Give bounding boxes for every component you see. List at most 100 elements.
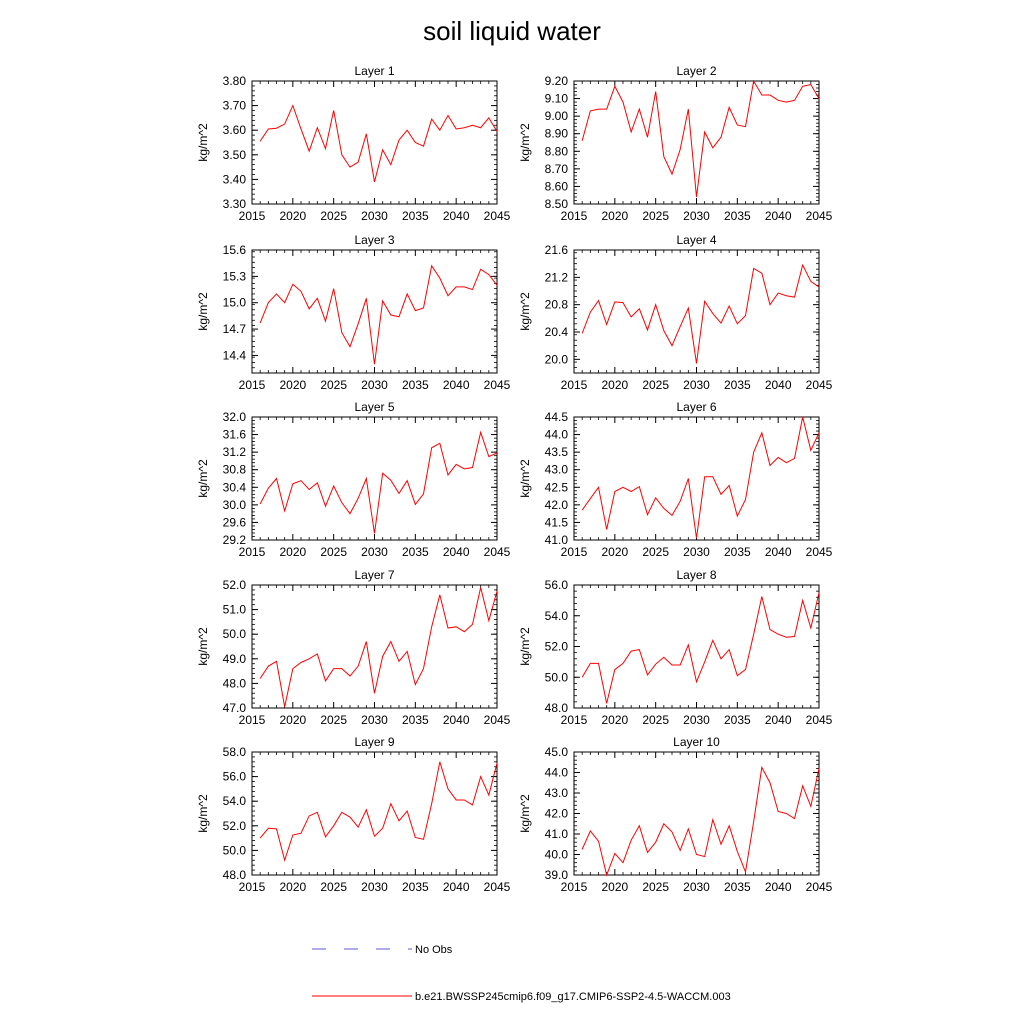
y-tick-label: 15.3: [223, 269, 247, 283]
y-tick-label: 49.0: [223, 652, 247, 666]
x-tick-label: 2040: [765, 545, 792, 559]
x-tick-label: 2020: [601, 880, 628, 894]
legend-no-obs-label: No Obs: [415, 944, 453, 956]
x-tick-label: 2030: [683, 713, 710, 727]
x-tick-label: 2040: [765, 378, 792, 392]
series-line-layer-6: [581, 416, 820, 539]
x-tick-label: 2045: [484, 713, 511, 727]
y-tick-label: 9.10: [545, 92, 569, 106]
y-tick-label: 8.50: [545, 197, 569, 211]
y-tick-label: 3.30: [223, 197, 247, 211]
y-tick-label: 41.0: [545, 533, 569, 547]
x-tick-label: 2035: [402, 880, 429, 894]
x-tick-label: 2035: [724, 880, 751, 894]
y-tick-label: 30.0: [223, 498, 247, 512]
y-tick-label: 41.5: [545, 515, 569, 529]
x-tick-label: 2045: [806, 880, 833, 894]
y-axis-label: kg/m^2: [196, 123, 210, 162]
y-tick-label: 21.6: [545, 243, 569, 257]
x-tick-label: 2035: [402, 545, 429, 559]
panel-layer-10: 2015 2020 2025 2030 2035 2040 2045 39.0 40.0 41.0…: [518, 735, 833, 894]
y-tick-label: 52.0: [223, 578, 247, 592]
x-tick-label: 2040: [765, 209, 792, 223]
y-tick-label: 43.0: [545, 463, 569, 477]
panel-layer-2: 2015 2020 2025 2030 2035 2040 2045 8.50 8.60 8.70…: [518, 64, 833, 223]
x-tick-label: 2025: [320, 378, 347, 392]
y-tick-label: 20.8: [545, 298, 569, 312]
x-tick-label: 2020: [601, 378, 628, 392]
y-tick-label: 29.2: [223, 533, 247, 547]
x-tick-label: 2045: [806, 209, 833, 223]
panel-layer-1: 2015 2020 2025 2030 2035 2040 2045 3.30 3.40 3.50…: [196, 64, 511, 223]
y-tick-label: 40.0: [545, 848, 569, 862]
plot-frame: [251, 249, 498, 374]
x-tick-label: 2030: [683, 378, 710, 392]
y-tick-label: 3.70: [223, 99, 247, 113]
panel-title: Layer 6: [676, 400, 716, 414]
x-tick-label: 2035: [402, 209, 429, 223]
y-tick-label: 8.90: [545, 127, 569, 141]
y-tick-label: 51.0: [223, 603, 247, 617]
x-tick-label: 2040: [443, 713, 470, 727]
x-tick-label: 2020: [601, 209, 628, 223]
x-tick-label: 2040: [443, 209, 470, 223]
y-tick-label: 3.80: [223, 74, 247, 88]
series-line-layer-4: [581, 263, 820, 364]
y-tick-label: 42.0: [545, 498, 569, 512]
y-tick-label: 31.6: [223, 428, 247, 442]
plot-frame: [573, 80, 820, 205]
y-tick-label: 50.0: [545, 670, 569, 684]
x-tick-label: 2025: [642, 545, 669, 559]
x-tick-label: 2020: [601, 713, 628, 727]
x-tick-label: 2030: [361, 713, 388, 727]
y-tick-label: 54.0: [545, 609, 569, 623]
panel-title: Layer 2: [676, 64, 716, 78]
y-tick-label: 9.20: [545, 74, 569, 88]
x-tick-label: 2015: [239, 713, 266, 727]
panel-layer-9: 2015 2020 2025 2030 2035 2040 2045 48.0 50.0 52.0…: [196, 735, 511, 894]
series-line-layer-7: [259, 587, 498, 707]
plot-frame: [251, 416, 498, 541]
y-tick-label: 29.6: [223, 515, 247, 529]
x-tick-label: 2015: [561, 545, 588, 559]
panel-title: Layer 3: [354, 233, 394, 247]
x-tick-label: 2040: [443, 545, 470, 559]
x-tick-label: 2045: [484, 545, 511, 559]
panel-layer-7: 2015 2020 2025 2030 2035 2040 2045 47.0 48.0 49.0…: [196, 568, 511, 727]
y-axis-label: kg/m^2: [518, 794, 532, 833]
y-tick-label: 20.0: [545, 352, 569, 366]
x-tick-label: 2015: [561, 880, 588, 894]
y-tick-label: 58.0: [223, 745, 247, 759]
x-tick-label: 2030: [683, 209, 710, 223]
series-line-layer-3: [259, 264, 498, 365]
x-tick-label: 2040: [765, 880, 792, 894]
series-line-layer-5: [259, 430, 498, 534]
x-tick-label: 2035: [724, 713, 751, 727]
x-tick-label: 2015: [239, 880, 266, 894]
x-tick-label: 2045: [806, 545, 833, 559]
y-tick-label: 43.0: [545, 786, 569, 800]
figure-title: soil liquid water: [423, 16, 601, 46]
x-tick-label: 2035: [724, 545, 751, 559]
plot-frame: [573, 416, 820, 541]
x-tick-label: 2025: [642, 713, 669, 727]
panel-layer-8: 2015 2020 2025 2030 2035 2040 2045 48.0 50.0 52.0…: [518, 568, 833, 727]
x-tick-label: 2025: [642, 880, 669, 894]
y-tick-label: 14.4: [223, 348, 247, 362]
x-tick-label: 2040: [765, 713, 792, 727]
panel-layer-3: 2015 2020 2025 2030 2035 2040 2045 14.4 14.7 15.0…: [196, 233, 511, 392]
x-tick-label: 2030: [361, 880, 388, 894]
y-tick-label: 3.50: [223, 148, 247, 162]
y-tick-label: 47.0: [223, 701, 247, 715]
x-tick-label: 2015: [239, 545, 266, 559]
y-tick-label: 52.0: [545, 640, 569, 654]
x-tick-label: 2045: [806, 378, 833, 392]
y-tick-label: 54.0: [223, 794, 247, 808]
x-tick-label: 2020: [279, 378, 306, 392]
x-tick-label: 2020: [279, 880, 306, 894]
x-tick-label: 2025: [320, 545, 347, 559]
y-tick-label: 44.0: [545, 428, 569, 442]
x-tick-label: 2025: [642, 209, 669, 223]
y-axis-label: kg/m^2: [196, 627, 210, 666]
plot-frame: [573, 249, 820, 374]
